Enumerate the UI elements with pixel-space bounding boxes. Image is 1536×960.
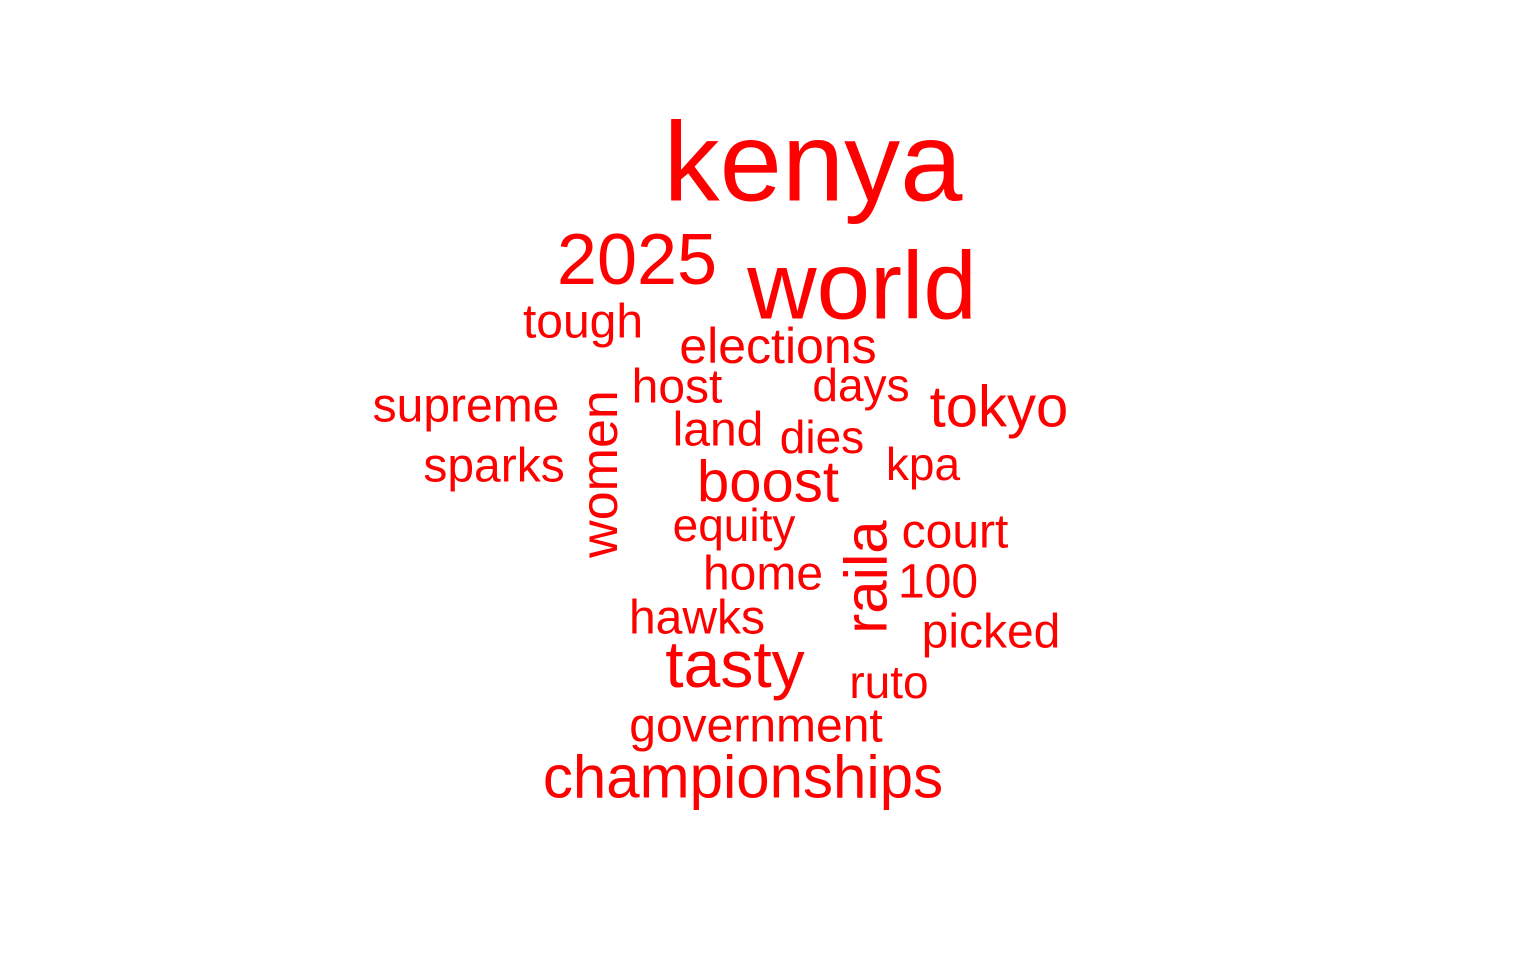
word-world: world xyxy=(746,233,976,340)
word-host: host xyxy=(632,361,723,414)
word-home: home xyxy=(703,548,823,601)
word-tasty: tasty xyxy=(665,627,804,701)
word-ruto: ruto xyxy=(849,656,928,708)
word-government: government xyxy=(629,700,882,753)
word-dies: dies xyxy=(780,411,864,463)
word-land: land xyxy=(673,404,764,457)
word-2025: 2025 xyxy=(557,220,717,300)
word-women: women xyxy=(571,390,629,559)
word-hawks: hawks xyxy=(629,592,765,645)
word-championships: championships xyxy=(543,744,943,811)
word-tokyo: tokyo xyxy=(930,375,1069,440)
word-raila: raila xyxy=(833,520,900,634)
word-tough: tough xyxy=(523,296,643,349)
word-picked: picked xyxy=(922,606,1061,659)
word-court: court xyxy=(902,506,1009,559)
word-boost: boost xyxy=(697,450,839,515)
word-equity: equity xyxy=(673,499,796,551)
word-sparks: sparks xyxy=(423,440,564,493)
word-elections: elections xyxy=(679,318,876,374)
word-days: days xyxy=(812,359,909,411)
word-100: 100 xyxy=(898,556,978,609)
word-kpa: kpa xyxy=(886,438,961,490)
word-supreme: supreme xyxy=(373,380,560,433)
word-kenya: kenya xyxy=(664,100,964,225)
